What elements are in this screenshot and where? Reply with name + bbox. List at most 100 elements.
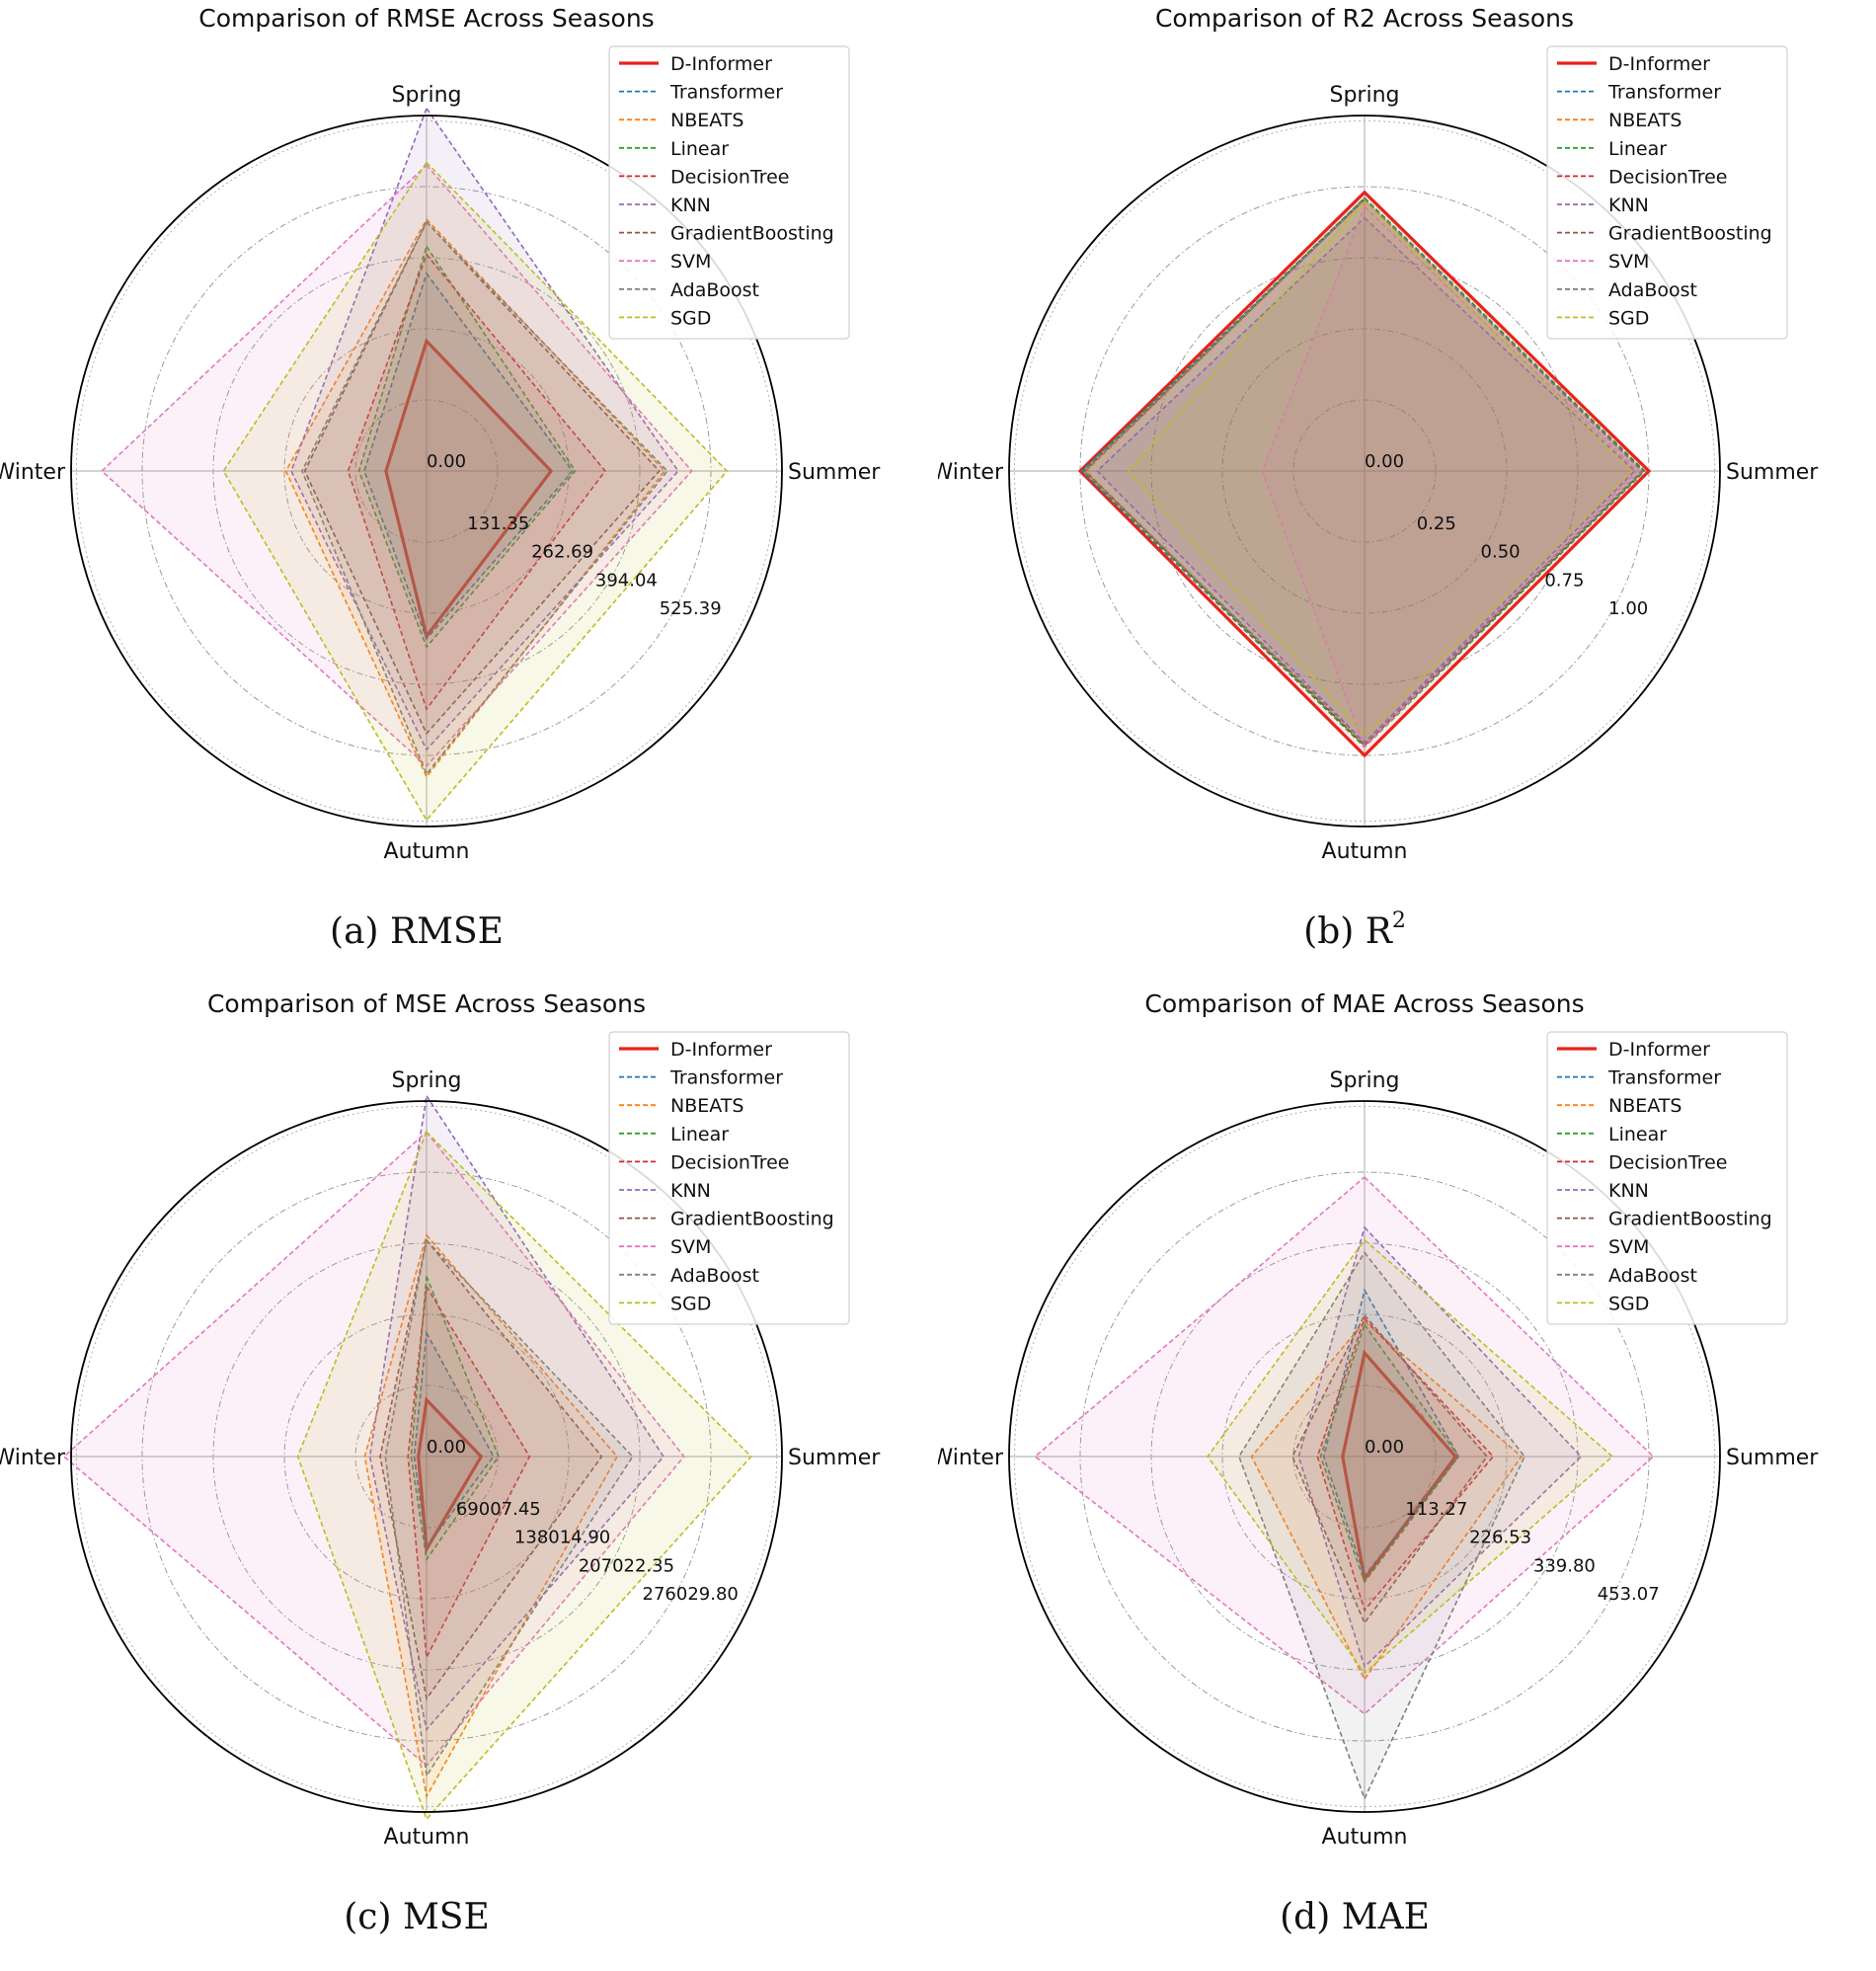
chart-title: Comparison of R2 Across Seasons xyxy=(1155,4,1574,33)
chart-title: Comparison of MAE Across Seasons xyxy=(1144,989,1584,1018)
legend-box xyxy=(608,45,850,340)
series-line-adaboost xyxy=(301,220,668,776)
series-area-knn xyxy=(1298,1227,1582,1667)
series-line-nbeats xyxy=(284,217,666,779)
series-area-d-informer xyxy=(418,1399,482,1549)
legend-label-linear: Linear xyxy=(1608,1124,1667,1145)
axis-label-winter: Winter xyxy=(938,460,1004,485)
series-area-adaboost xyxy=(301,221,667,775)
series-line-knn xyxy=(1297,1225,1583,1669)
radar-series xyxy=(1034,1176,1655,1801)
series-area-decisiontree xyxy=(408,1286,530,1658)
legend-label-transformer: Transformer xyxy=(669,1067,783,1089)
axis-label-autumn: Autumn xyxy=(384,839,470,864)
radial-tick-label: 113.27 xyxy=(1405,1499,1467,1520)
radial-tick-label: 226.53 xyxy=(1469,1528,1531,1548)
legend-label-knn: KNN xyxy=(1608,195,1649,216)
legend-label-decisiontree: DecisionTree xyxy=(670,166,789,188)
series-line-svm xyxy=(62,1131,685,1768)
axis-label-spring: Spring xyxy=(392,83,462,108)
chart-title: Comparison of RMSE Across Seasons xyxy=(198,4,654,33)
legend-label-sgd: SGD xyxy=(1608,1293,1649,1314)
legend-label-transformer: Transformer xyxy=(1607,82,1721,104)
series-area-d-informer xyxy=(385,341,552,637)
axis-label-summer: Summer xyxy=(788,460,881,485)
radial-tick-label: 525.39 xyxy=(660,598,722,619)
series-line-transformer xyxy=(413,1330,495,1549)
legend-label-d-informer: D-Informer xyxy=(670,53,772,75)
series-line-sgd xyxy=(1207,1238,1614,1675)
series-line-sgd xyxy=(222,161,729,822)
radar-outer-frame xyxy=(70,1100,783,1813)
radial-tick-label: 0.75 xyxy=(1544,570,1584,591)
series-area-linear xyxy=(1320,1324,1459,1583)
series-area-transformer xyxy=(364,273,573,639)
legend-label-gradientboosting: GradientBoosting xyxy=(670,223,834,245)
axis-label-spring: Spring xyxy=(392,1068,462,1093)
axis-label-autumn: Autumn xyxy=(1322,839,1408,864)
legend-label-nbeats: NBEATS xyxy=(670,1095,743,1117)
subfigure-caption: (d) MAE xyxy=(1280,1897,1430,1937)
radial-tick-label: 262.69 xyxy=(531,542,593,563)
r2-radar-panel: Comparison of R2 Across Seasons 0.00 0.25 0… xyxy=(938,0,1876,986)
legend-label-linear: Linear xyxy=(670,138,729,160)
series-line-sgd xyxy=(1127,199,1633,737)
series-area-sgd xyxy=(1208,1239,1613,1674)
series-line-d-informer xyxy=(1077,190,1652,758)
legend-label-knn: KNN xyxy=(670,195,711,216)
series-area-svm xyxy=(102,165,692,766)
radial-tick-label: 0.50 xyxy=(1481,542,1521,563)
series-area-knn xyxy=(369,1095,664,1730)
series-area-svm xyxy=(1262,206,1638,748)
legend: D-Informer Transformer NBEATS Linear Decisio… xyxy=(608,45,850,340)
radial-tick-label: 0.00 xyxy=(1365,1437,1404,1458)
axis-label-winter: Winter xyxy=(938,1446,1004,1470)
legend: D-Informer Transformer NBEATS Linear Decisio… xyxy=(1546,1031,1788,1325)
radar-grid xyxy=(1009,1101,1720,1812)
legend-label-decisiontree: DecisionTree xyxy=(1608,166,1727,188)
series-line-decisiontree xyxy=(1316,1316,1495,1613)
radar-series xyxy=(62,1093,752,1821)
legend: D-Informer Transformer NBEATS Linear Decisio… xyxy=(1546,45,1788,340)
series-line-linear xyxy=(410,1276,500,1562)
mse-radar-panel: Comparison of MSE Across Seasons 0.00 6900… xyxy=(0,986,938,1971)
radial-tick-label: 276029.80 xyxy=(643,1584,739,1605)
rmse-radar-chart: Comparison of RMSE Across Seasons 0.00 131… xyxy=(0,4,881,952)
radial-tick-label: 339.80 xyxy=(1533,1555,1596,1576)
series-line-linear xyxy=(1319,1322,1460,1584)
legend-label-linear: Linear xyxy=(670,1124,729,1145)
series-area-gradientboosting xyxy=(1291,1315,1487,1623)
series-line-gradientboosting xyxy=(1291,1313,1489,1625)
radial-tick-label: 0.00 xyxy=(427,451,466,472)
caption-text: (c) MSE xyxy=(344,1897,490,1937)
legend-label-nbeats: NBEATS xyxy=(1608,110,1681,131)
legend-label-svm: SVM xyxy=(670,1236,711,1258)
radial-tick-label: 131.35 xyxy=(467,513,529,534)
rmse-radar-panel: Comparison of RMSE Across Seasons 0.00 131… xyxy=(0,0,938,986)
series-area-svm xyxy=(63,1132,684,1766)
radar-series xyxy=(1077,190,1652,758)
axis-label-summer: Summer xyxy=(1726,1446,1819,1470)
series-line-d-informer xyxy=(1341,1349,1458,1583)
mae-radar-chart: Comparison of MAE Across Seasons 0.00 113.… xyxy=(938,989,1819,1937)
series-line-d-informer xyxy=(384,338,554,640)
legend-label-decisiontree: DecisionTree xyxy=(670,1151,789,1173)
series-line-svm xyxy=(1261,204,1639,749)
series-line-gradientboosting xyxy=(379,1238,603,1701)
radial-tick-label: 0.00 xyxy=(427,1437,466,1458)
series-line-nbeats xyxy=(363,1233,618,1799)
legend-label-gradientboosting: GradientBoosting xyxy=(1608,1209,1772,1230)
caption-text: (a) RMSE xyxy=(330,911,504,952)
radar-grid xyxy=(71,116,782,827)
legend-label-transformer: Transformer xyxy=(1607,1067,1721,1089)
series-area-knn xyxy=(291,108,678,750)
legend-label-decisiontree: DecisionTree xyxy=(1608,1151,1727,1173)
legend-label-svm: SVM xyxy=(1608,251,1649,273)
legend-label-knn: KNN xyxy=(1608,1180,1649,1202)
legend-label-linear: Linear xyxy=(1608,138,1667,160)
legend-label-adaboost: AdaBoost xyxy=(1608,279,1697,301)
legend-box xyxy=(1546,45,1788,340)
series-line-transformer xyxy=(363,272,575,641)
legend-label-sgd: SGD xyxy=(670,1293,711,1314)
